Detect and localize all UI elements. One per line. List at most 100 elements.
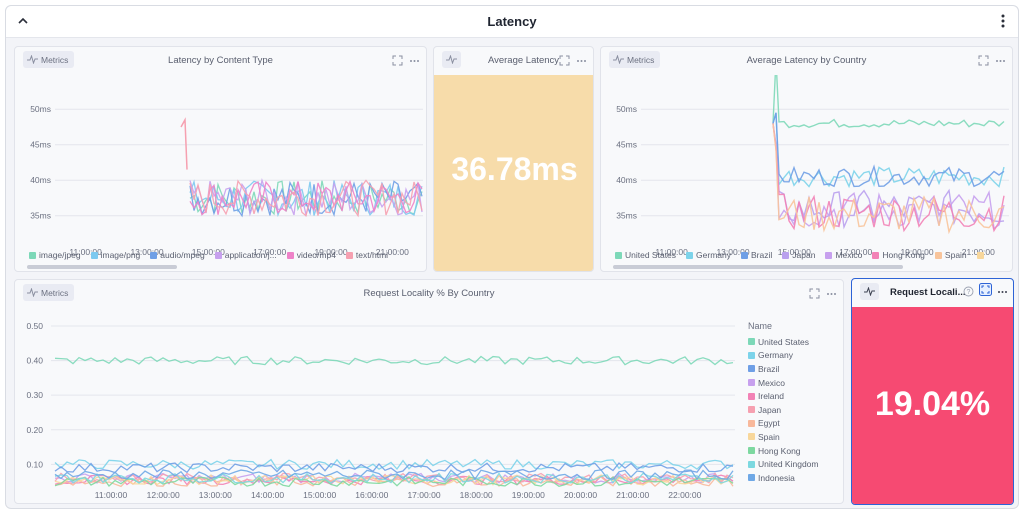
x-tick-label: 17:00:00 bbox=[253, 247, 286, 257]
x-tick-label: 16:00:00 bbox=[355, 490, 388, 500]
legend-label: Hong Kong bbox=[758, 445, 801, 456]
legend-item[interactable]: Egypt bbox=[748, 417, 818, 431]
expand-icon[interactable] bbox=[559, 53, 570, 66]
x-tick-label: 12:00:00 bbox=[147, 490, 180, 500]
help-icon[interactable]: ? bbox=[963, 284, 974, 297]
more-horizontal-icon[interactable] bbox=[995, 53, 1006, 64]
legend-swatch bbox=[748, 338, 755, 346]
legend-item[interactable]: Japan bbox=[782, 250, 815, 260]
y-tick-label: 40ms bbox=[30, 175, 51, 185]
series-line bbox=[54, 355, 734, 366]
legend-swatch bbox=[214, 251, 222, 259]
legend-item[interactable]: text/html bbox=[345, 250, 388, 260]
y-tick-label: 50ms bbox=[30, 104, 51, 114]
legend-item[interactable]: Hong Kong bbox=[748, 444, 818, 458]
expand-icon[interactable] bbox=[392, 53, 403, 66]
x-tick-label: 11:00:00 bbox=[655, 247, 688, 257]
metrics-icon bbox=[864, 287, 875, 296]
y-tick-label: 35ms bbox=[616, 211, 637, 221]
series-line bbox=[54, 476, 734, 488]
more-vertical-icon[interactable] bbox=[996, 12, 1010, 30]
legend-item[interactable]: United States bbox=[615, 250, 676, 260]
metrics-badge-label: Metrics bbox=[41, 287, 69, 298]
series-line bbox=[772, 123, 1005, 235]
legend-label: Brazil bbox=[758, 363, 780, 374]
panel-title: Average Latency by Country bbox=[746, 55, 867, 66]
panel-title: Latency by Content Type bbox=[168, 55, 273, 66]
legend-item[interactable]: United Kingdom bbox=[748, 457, 818, 471]
x-tick-label: 14:00:00 bbox=[251, 490, 284, 500]
legend-label: Egypt bbox=[758, 418, 780, 429]
expand-icon[interactable] bbox=[809, 286, 820, 299]
legend-label: image/png bbox=[100, 250, 141, 260]
legend-item[interactable]: Hong Kong bbox=[872, 250, 925, 260]
legend-item[interactable]: Brazil bbox=[741, 250, 772, 260]
legend-item[interactable]: application/j... bbox=[214, 250, 277, 260]
expand-icon[interactable] bbox=[979, 283, 992, 296]
legend-item[interactable]: Indonesia bbox=[748, 471, 818, 485]
legend-label: Mexico bbox=[758, 377, 785, 388]
legend-swatch bbox=[748, 474, 755, 482]
panel-request-locality-stat: Request Locali... ? 19.04% bbox=[851, 278, 1014, 505]
legend-item[interactable] bbox=[976, 250, 987, 260]
x-tick-label: 22:00:00 bbox=[668, 490, 701, 500]
chevron-up-icon[interactable] bbox=[14, 12, 32, 30]
more-horizontal-icon[interactable] bbox=[997, 284, 1008, 295]
metrics-badge[interactable]: Metrics bbox=[23, 284, 75, 301]
legend-swatch bbox=[686, 251, 694, 259]
legend-label: Germany bbox=[696, 250, 731, 260]
legend-item[interactable]: audio/mpeg bbox=[150, 250, 205, 260]
legend-swatch bbox=[872, 251, 880, 259]
legend-swatch bbox=[748, 460, 755, 468]
metrics-badge[interactable] bbox=[442, 51, 461, 68]
dashboard-title: Latency bbox=[487, 14, 537, 29]
series-line bbox=[772, 112, 1005, 189]
more-horizontal-icon[interactable] bbox=[576, 53, 587, 64]
series-line bbox=[189, 179, 423, 216]
legend-item[interactable]: Brazil bbox=[748, 362, 818, 376]
legend-label: Japan bbox=[758, 404, 782, 415]
request-locality-chart: 0.50 0.40 0.30 0.20 0.10 11:00:00 12:00:00 13:0… bbox=[26, 321, 735, 500]
expand-icon[interactable] bbox=[978, 53, 989, 66]
series-line bbox=[54, 458, 734, 471]
legend-swatch bbox=[741, 251, 748, 259]
legend-item[interactable]: United States bbox=[748, 335, 818, 349]
metrics-badge[interactable]: Metrics bbox=[609, 51, 661, 68]
legend-scrollbar[interactable] bbox=[613, 265, 903, 269]
legend-label: Spain bbox=[758, 431, 780, 442]
x-tick-label: 13:00:00 bbox=[716, 247, 749, 257]
dashboard-frame: Latency Metrics Latency by Content Type … bbox=[5, 5, 1019, 509]
x-tick-label: 15:00:00 bbox=[778, 247, 811, 257]
legend-label: Hong Kong bbox=[882, 250, 925, 260]
panel-title: Request Locality % By Country bbox=[363, 288, 495, 299]
metrics-badge[interactable]: Metrics bbox=[23, 51, 75, 68]
legend-swatch bbox=[825, 251, 833, 259]
y-tick-label: 0.50 bbox=[26, 321, 43, 331]
country-latency-chart: 50ms 45ms 40ms 35ms 11:00:00 13:00:00 15:00:00… bbox=[616, 75, 1009, 257]
x-tick-label: 19:00:00 bbox=[314, 247, 347, 257]
legend-item[interactable]: Mexico bbox=[748, 376, 818, 390]
legend-item[interactable]: video/mp4 bbox=[286, 250, 336, 260]
legend-item[interactable]: Germany bbox=[748, 349, 818, 363]
legend-item[interactable]: Spain bbox=[748, 430, 818, 444]
legend-item[interactable]: Mexico bbox=[825, 250, 862, 260]
x-tick-label: 13:00:00 bbox=[199, 490, 232, 500]
legend-item[interactable]: image/jpeg bbox=[29, 250, 81, 260]
legend-item[interactable]: Ireland bbox=[748, 389, 818, 403]
metrics-badge-label: Metrics bbox=[41, 54, 69, 65]
metrics-badge[interactable] bbox=[860, 283, 879, 300]
legend-item[interactable]: Spain bbox=[934, 250, 967, 260]
legend-swatch bbox=[29, 251, 36, 259]
legend-swatch bbox=[934, 251, 942, 259]
metrics-badge-label: Metrics bbox=[627, 54, 655, 65]
series-line bbox=[189, 180, 423, 216]
legend-item[interactable]: image/png bbox=[90, 250, 141, 260]
more-horizontal-icon[interactable] bbox=[826, 286, 837, 297]
x-tick-label: 19:00:00 bbox=[512, 490, 545, 500]
legend-scrollbar[interactable] bbox=[27, 265, 177, 269]
legend-swatch bbox=[748, 379, 755, 387]
legend-item[interactable]: Germany bbox=[686, 250, 731, 260]
legend-item[interactable]: Japan bbox=[748, 403, 818, 417]
average-latency-value: 36.78ms bbox=[451, 151, 578, 187]
more-horizontal-icon[interactable] bbox=[409, 53, 420, 64]
